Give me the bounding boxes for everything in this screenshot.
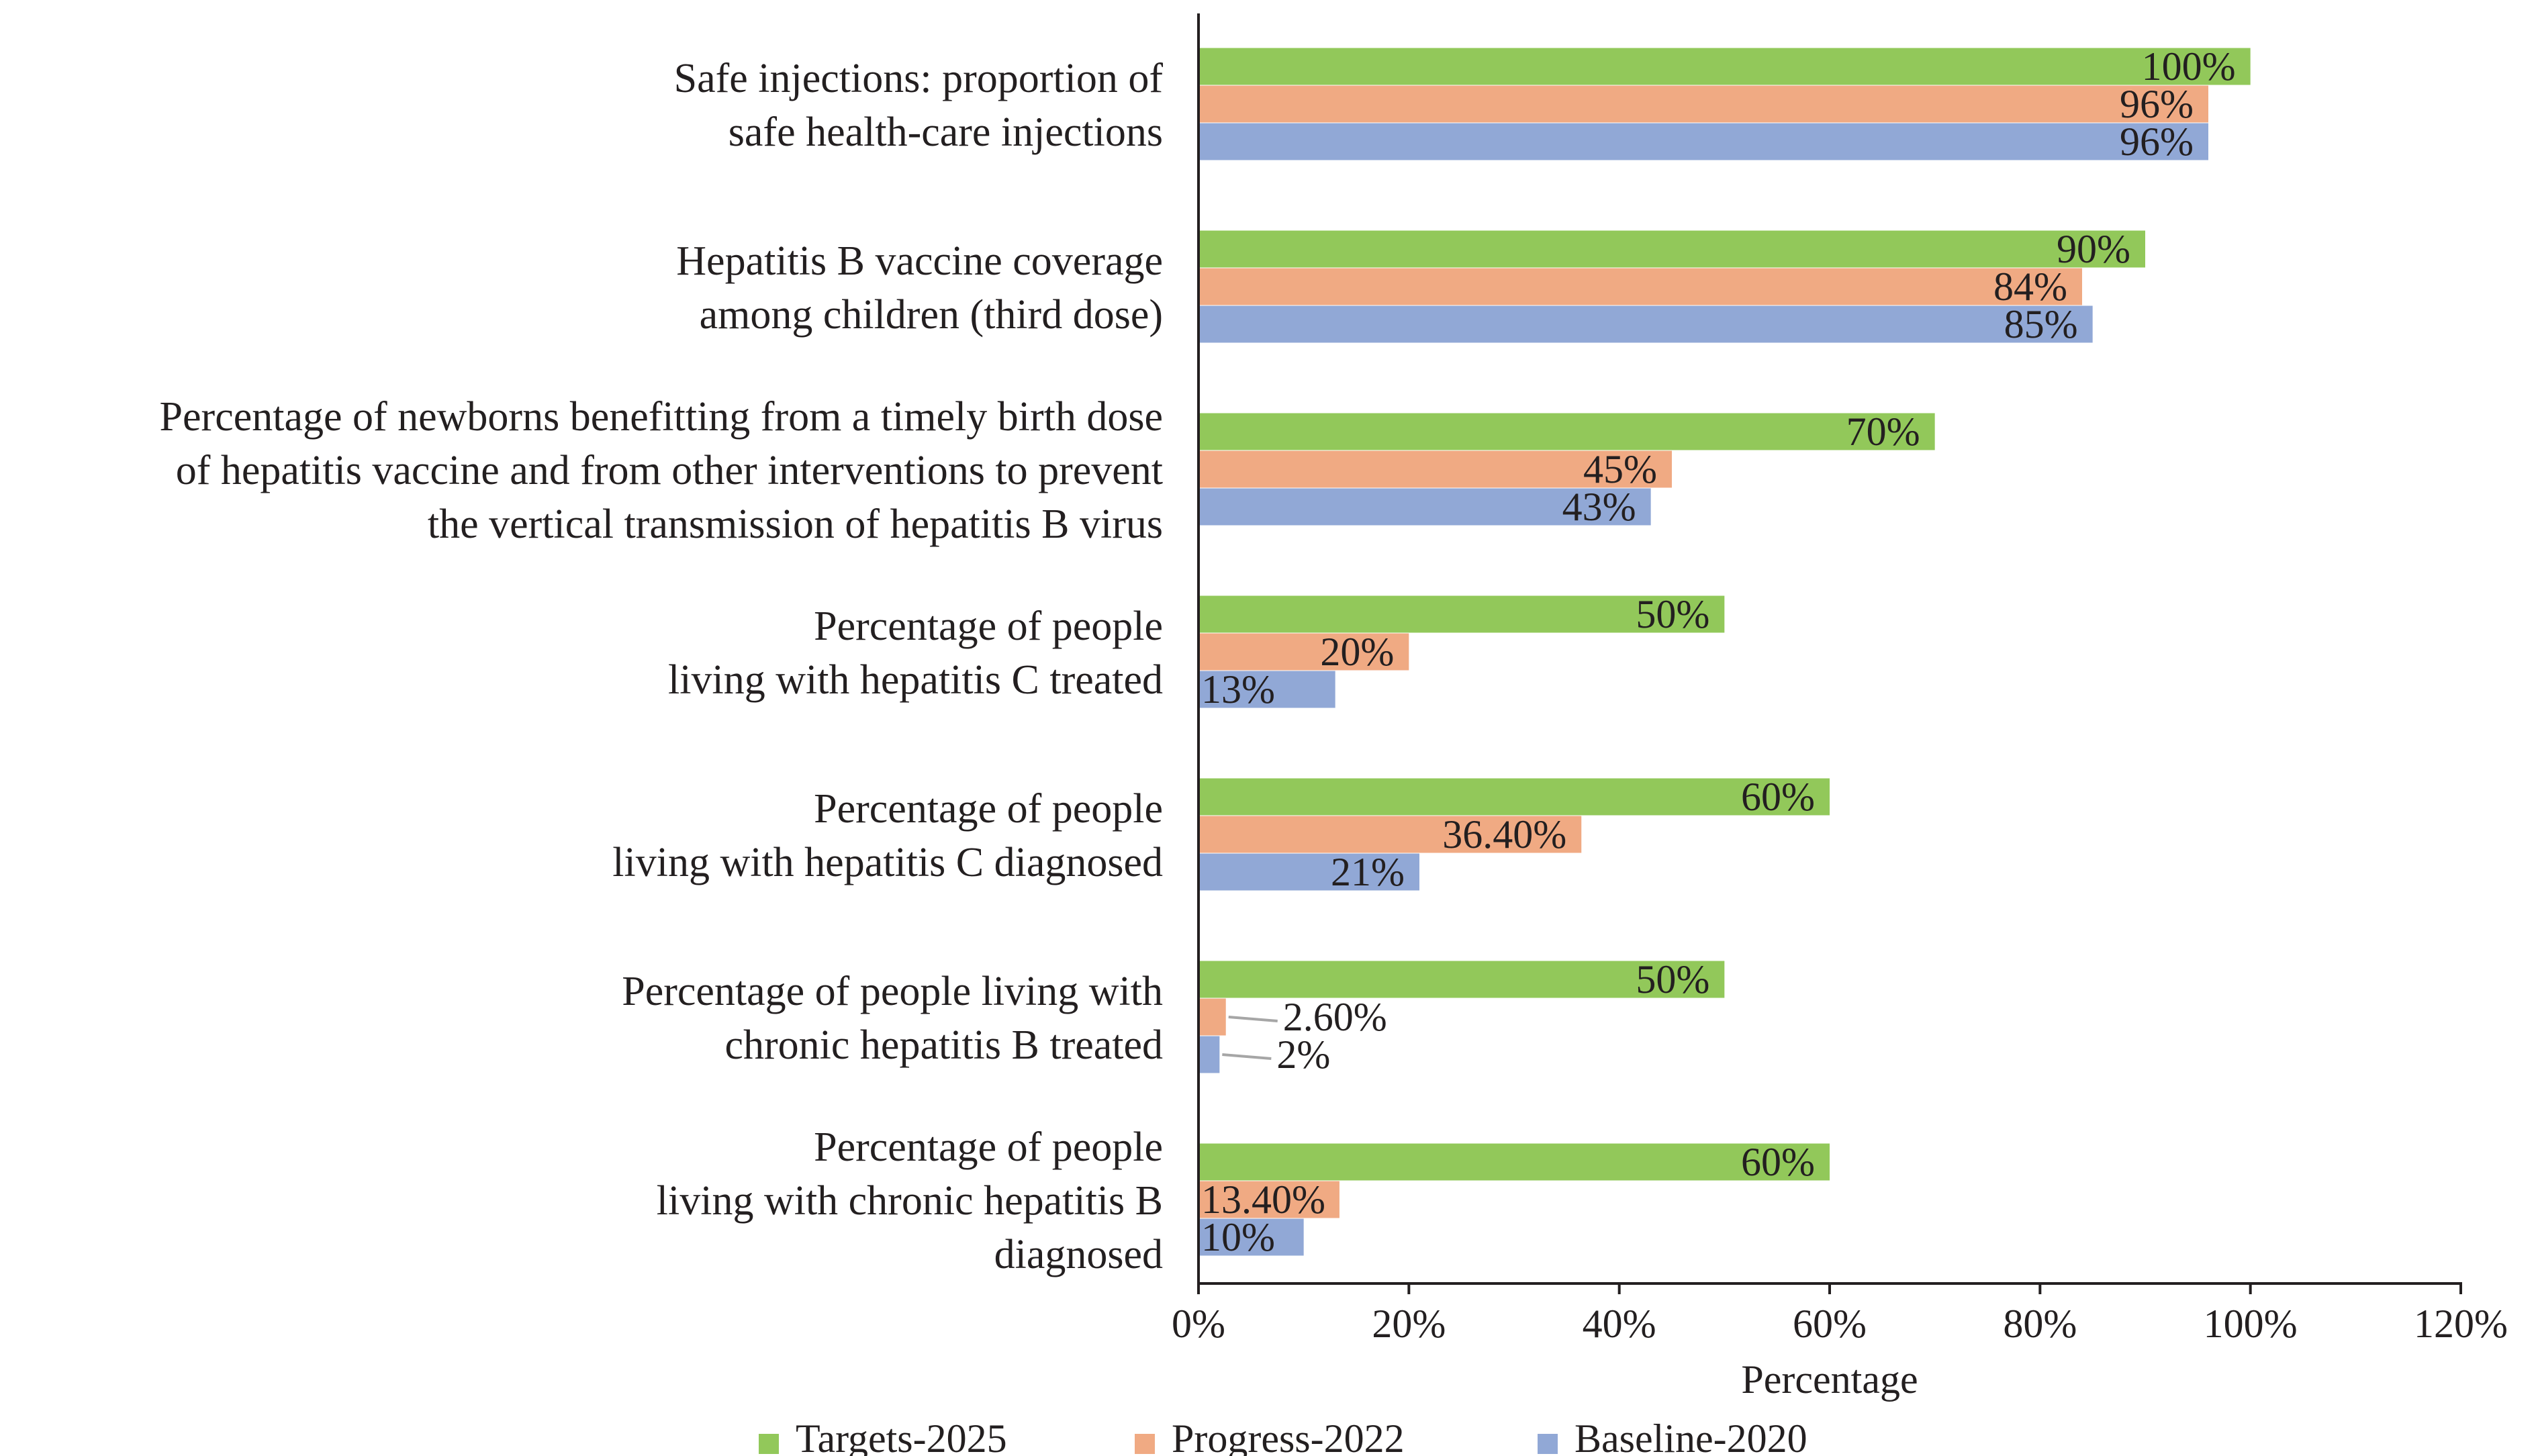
data-label-2-3: 45% bbox=[1583, 447, 1657, 491]
data-label-3-3: 43% bbox=[1562, 485, 1636, 529]
bar-3-5 bbox=[1198, 853, 1419, 891]
data-label-3-6: 2% bbox=[1276, 1032, 1330, 1077]
bar-2-4 bbox=[1198, 633, 1409, 671]
category-label-7-line-3: diagnosed bbox=[994, 1232, 1163, 1277]
bar-3-7 bbox=[1198, 1218, 1304, 1256]
bar-1-7 bbox=[1198, 1143, 1830, 1181]
data-label-3-4: 13% bbox=[1201, 667, 1275, 712]
data-label-1-4: 50% bbox=[1636, 592, 1709, 636]
bar-3-4 bbox=[1198, 671, 1335, 708]
data-label-2-4: 20% bbox=[1320, 630, 1394, 674]
x-axis-title: Percentage bbox=[1741, 1357, 1918, 1402]
category-label-2-line-2: among children (third dose) bbox=[700, 292, 1163, 338]
category-label-7-line-1: Percentage of people bbox=[814, 1124, 1163, 1170]
category-label-7-line-2: living with chronic hepatitis B bbox=[657, 1178, 1163, 1224]
bar-3-3 bbox=[1198, 488, 1651, 526]
data-labels-layer: 100% 90% 70% 50% 60% 50% 60% 96% 84% 45% 20% 36.40%… bbox=[1201, 44, 2236, 1259]
x-tick-label-3: 40% bbox=[1583, 1302, 1656, 1346]
bar-1-4 bbox=[1198, 595, 1725, 633]
category-label-1-line-2: safe health-care injections bbox=[728, 109, 1163, 155]
category-label-5-line-2: living with hepatitis C diagnosed bbox=[612, 840, 1163, 885]
bar-1-3 bbox=[1198, 413, 1935, 450]
x-tick-label-6: 100% bbox=[2204, 1302, 2298, 1346]
legend-label-1: Targets-2025 bbox=[796, 1416, 1007, 1456]
bar-1-2 bbox=[1198, 230, 2145, 268]
bar-2-6 bbox=[1198, 998, 1226, 1036]
category-label-1-line-1: Safe injections: proportion of bbox=[674, 56, 1164, 101]
category-labels: Safe injections: proportion of safe healt… bbox=[160, 56, 1164, 1277]
category-label-4-line-2: living with hepatitis C treated bbox=[668, 657, 1163, 703]
data-label-2-7: 13.40% bbox=[1201, 1177, 1325, 1222]
data-label-1-7: 60% bbox=[1741, 1140, 1815, 1184]
data-label-3-7: 10% bbox=[1201, 1215, 1275, 1259]
data-label-2-2: 84% bbox=[1993, 264, 2067, 309]
axes: 0% 20% 40% 60% 80% 100% 120% Percentage bbox=[1172, 13, 2508, 1402]
x-tick-label-5: 80% bbox=[2003, 1302, 2077, 1346]
category-label-4-line-1: Percentage of people bbox=[814, 603, 1163, 649]
bar-1-5 bbox=[1198, 778, 1830, 816]
bars-layer bbox=[1198, 48, 2251, 1256]
category-label-3-line-2: of hepatitis vaccine and from other inte… bbox=[176, 448, 1163, 493]
data-label-2-1: 96% bbox=[2120, 82, 2194, 126]
category-label-2-line-1: Hepatitis B vaccine coverage bbox=[676, 238, 1163, 284]
data-label-3-2: 85% bbox=[2004, 302, 2078, 346]
data-label-3-1: 96% bbox=[2120, 119, 2194, 164]
x-tick-label-4: 60% bbox=[1793, 1302, 1867, 1346]
data-label-1-5: 60% bbox=[1741, 775, 1815, 819]
leader-line-2-6 bbox=[1228, 1016, 1278, 1022]
bar-1-1 bbox=[1198, 48, 2251, 85]
bar-2-7 bbox=[1198, 1181, 1340, 1218]
leader-line-3-6 bbox=[1222, 1053, 1272, 1060]
bar-1-6 bbox=[1198, 961, 1725, 998]
category-label-3-line-3: the vertical transmission of hepatitis B… bbox=[428, 501, 1163, 547]
x-tick-label-1: 0% bbox=[1172, 1302, 1225, 1346]
data-label-1-1: 100% bbox=[2142, 44, 2236, 89]
data-label-3-5: 21% bbox=[1331, 850, 1405, 894]
category-label-6-line-2: chronic hepatitis B treated bbox=[725, 1022, 1163, 1068]
bar-3-1 bbox=[1198, 123, 2208, 160]
bar-2-1 bbox=[1198, 85, 2208, 123]
category-label-5-line-1: Percentage of people bbox=[814, 786, 1163, 832]
category-label-3-line-1: Percentage of newborns benefitting from … bbox=[160, 394, 1163, 440]
bar-2-2 bbox=[1198, 268, 2082, 305]
data-label-1-2: 90% bbox=[2057, 227, 2130, 271]
bar-2-5 bbox=[1198, 816, 1582, 853]
x-tick-label-7: 120% bbox=[2414, 1302, 2508, 1346]
bar-2-3 bbox=[1198, 450, 1672, 488]
legend-swatch-1 bbox=[759, 1434, 779, 1454]
legend-label-2: Progress-2022 bbox=[1172, 1416, 1405, 1456]
x-tick-label-2: 20% bbox=[1372, 1302, 1446, 1346]
category-label-6-line-1: Percentage of people living with bbox=[622, 969, 1163, 1014]
legend-swatch-2 bbox=[1135, 1434, 1155, 1454]
legend-swatch-3 bbox=[1538, 1434, 1558, 1454]
data-label-2-5: 36.40% bbox=[1442, 812, 1566, 857]
bar-3-2 bbox=[1198, 305, 2093, 343]
data-label-2-6: 2.60% bbox=[1283, 995, 1387, 1039]
bar-3-6 bbox=[1198, 1036, 1220, 1073]
legend: Targets-2025 Progress-2022 Baseline-2020 bbox=[759, 1416, 1807, 1456]
legend-label-3: Baseline-2020 bbox=[1574, 1416, 1807, 1456]
data-label-1-6: 50% bbox=[1636, 957, 1709, 1002]
data-label-1-3: 70% bbox=[1846, 409, 1920, 454]
